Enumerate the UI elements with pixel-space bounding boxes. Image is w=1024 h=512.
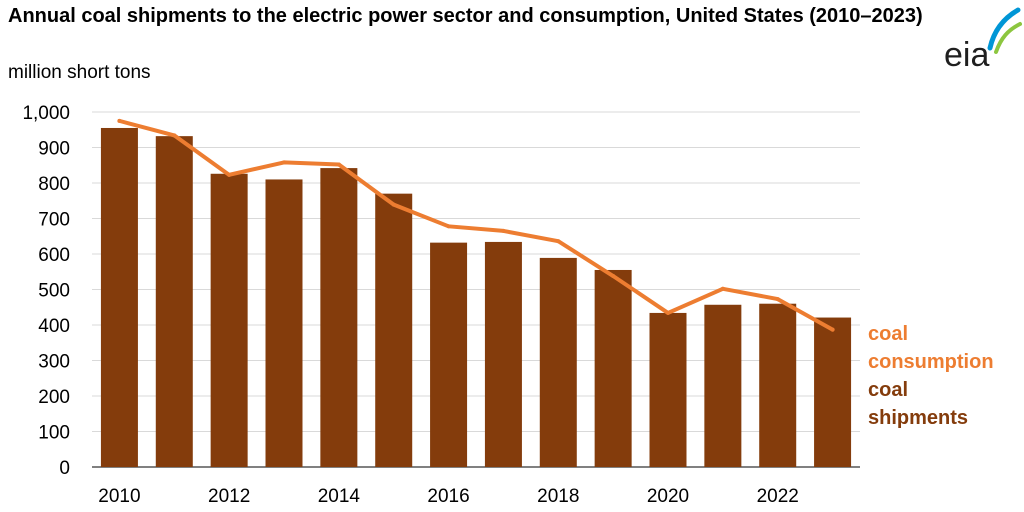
y-tick-label: 600	[38, 245, 70, 266]
logo-arc-blue	[987, 7, 1021, 51]
bar-series-coal-shipments	[100, 127, 852, 467]
point-coal-consumption-2021	[720, 286, 725, 291]
y-tick-label: 500	[38, 281, 70, 302]
bar-coal-shipments-2012	[210, 173, 248, 467]
bar-coal-shipments-2022	[759, 303, 797, 467]
y-tick-label: 900	[38, 139, 70, 160]
x-tick-label: 2012	[208, 486, 250, 507]
bar-coal-shipments-2010	[100, 127, 138, 467]
y-tick-label: 800	[38, 174, 70, 195]
line-series-coal-consumption	[117, 118, 835, 332]
x-tick-label: 2014	[318, 486, 361, 507]
logo-text: eia	[944, 36, 989, 74]
point-coal-consumption-2017	[501, 228, 506, 233]
gridlines	[92, 111, 860, 468]
point-coal-consumption-2016	[446, 224, 451, 229]
bar-coal-shipments-2019	[594, 269, 632, 467]
point-coal-consumption-2014	[336, 162, 341, 167]
y-tick-label: 700	[38, 210, 70, 231]
x-tick-label: 2022	[757, 486, 799, 507]
y-tick-label: 300	[38, 352, 70, 373]
x-tick-label: 2016	[427, 486, 469, 507]
x-tick-label: 2010	[98, 486, 140, 507]
y-tick-label: 1,000	[22, 103, 70, 124]
legend-label-coal-consumption: coal	[868, 323, 908, 345]
bar-coal-shipments-2011	[155, 136, 193, 467]
point-coal-consumption-2012	[227, 172, 232, 177]
bar-coal-shipments-2014	[320, 168, 358, 467]
y-axis: 0 100 200 300 400 500 600 700 800 900 1,000	[22, 103, 70, 479]
x-axis: 2010 2012 2014 2016 2018 2020 2022	[98, 486, 799, 507]
point-coal-consumption-2018	[556, 239, 561, 244]
y-axis-unit-label: million short tons	[8, 62, 151, 83]
bar-coal-shipments-2021	[704, 304, 742, 467]
point-coal-consumption-2013	[282, 160, 286, 165]
logo-arc-green	[994, 22, 1022, 54]
eia-logo: eia	[944, 7, 1022, 74]
bar-coal-shipments-2017	[484, 241, 522, 467]
y-tick-label: 400	[38, 316, 70, 337]
point-coal-consumption-2019	[611, 274, 616, 279]
point-coal-consumption-2010	[117, 118, 122, 123]
point-coal-consumption-2020	[666, 310, 670, 315]
bar-coal-shipments-2016	[430, 242, 468, 467]
bar-coal-shipments-2015	[375, 193, 413, 467]
line-coal-consumption	[117, 118, 835, 332]
point-coal-consumption-2022	[775, 297, 780, 302]
legend-label-coal-shipments: coal	[868, 379, 908, 401]
bar-coal-shipments-2013	[265, 179, 303, 467]
bar-coal-shipments-2023	[814, 317, 852, 467]
x-tick-label: 2018	[537, 486, 579, 507]
bar-coal-shipments-2020	[649, 312, 687, 467]
legend-label-coal-consumption: consumption	[868, 351, 994, 373]
point-coal-consumption-2011	[172, 133, 177, 138]
y-tick-label: 200	[38, 387, 70, 408]
x-tick-label: 2020	[647, 486, 689, 507]
bar-coal-shipments-2018	[539, 257, 577, 467]
y-tick-label: 0	[59, 458, 70, 479]
point-coal-consumption-2015	[391, 202, 396, 207]
legend: coal consumption coal shipments	[868, 323, 994, 429]
legend-label-coal-shipments: shipments	[868, 407, 968, 429]
point-coal-consumption-2023	[830, 327, 835, 332]
y-tick-label: 100	[38, 423, 70, 444]
chart-title: Annual coal shipments to the electric po…	[8, 5, 923, 27]
